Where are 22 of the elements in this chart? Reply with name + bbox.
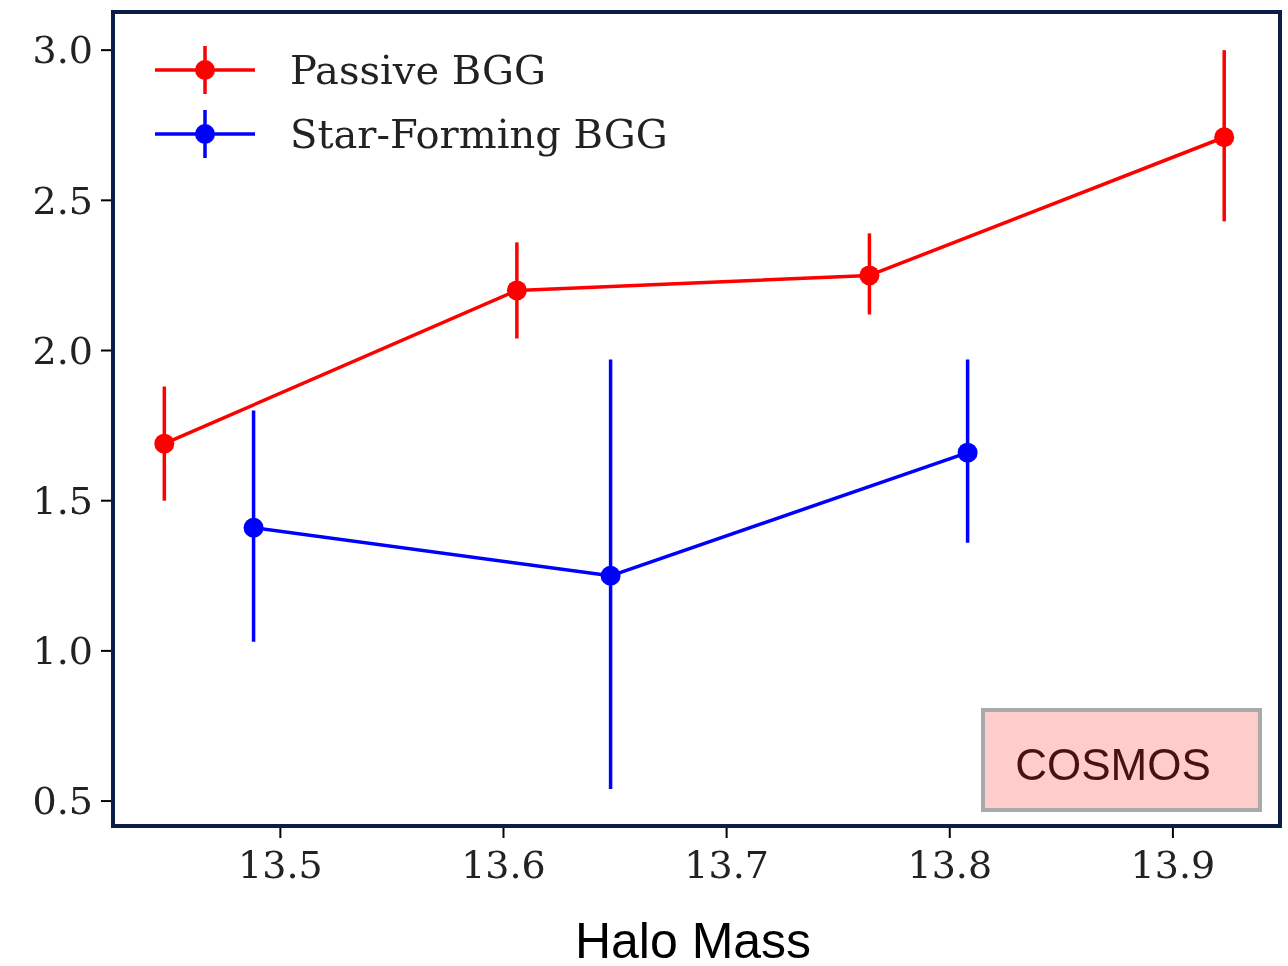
point (600, 565, 621, 586)
point (957, 442, 978, 463)
point (154, 433, 175, 454)
point (1214, 127, 1235, 148)
x-tick-label: 13.6 (461, 843, 546, 887)
y-tick-label: 0.5 (32, 779, 93, 824)
point (859, 265, 880, 286)
point (506, 280, 527, 301)
y-tick-label: 1.5 (32, 479, 93, 523)
y-tick-label: 2.5 (32, 178, 93, 223)
y-tick-label: 3.0 (32, 28, 93, 73)
y-tick-label: 2.0 (32, 328, 93, 373)
legend-label: Passive BGG (290, 47, 546, 93)
x-tick-label: 13.7 (684, 843, 769, 887)
x-axis-title: Halo Mass (574, 913, 812, 966)
x-tick-label: 13.5 (238, 843, 323, 887)
x-tick-label: 13.9 (1130, 843, 1216, 887)
x-tick-label: 13.8 (907, 843, 993, 887)
annotation: COSMOS (1015, 740, 1211, 790)
y-tick-label: 1.0 (32, 629, 93, 674)
legend-label: Star-Forming BGG (290, 111, 668, 157)
point (243, 517, 264, 538)
